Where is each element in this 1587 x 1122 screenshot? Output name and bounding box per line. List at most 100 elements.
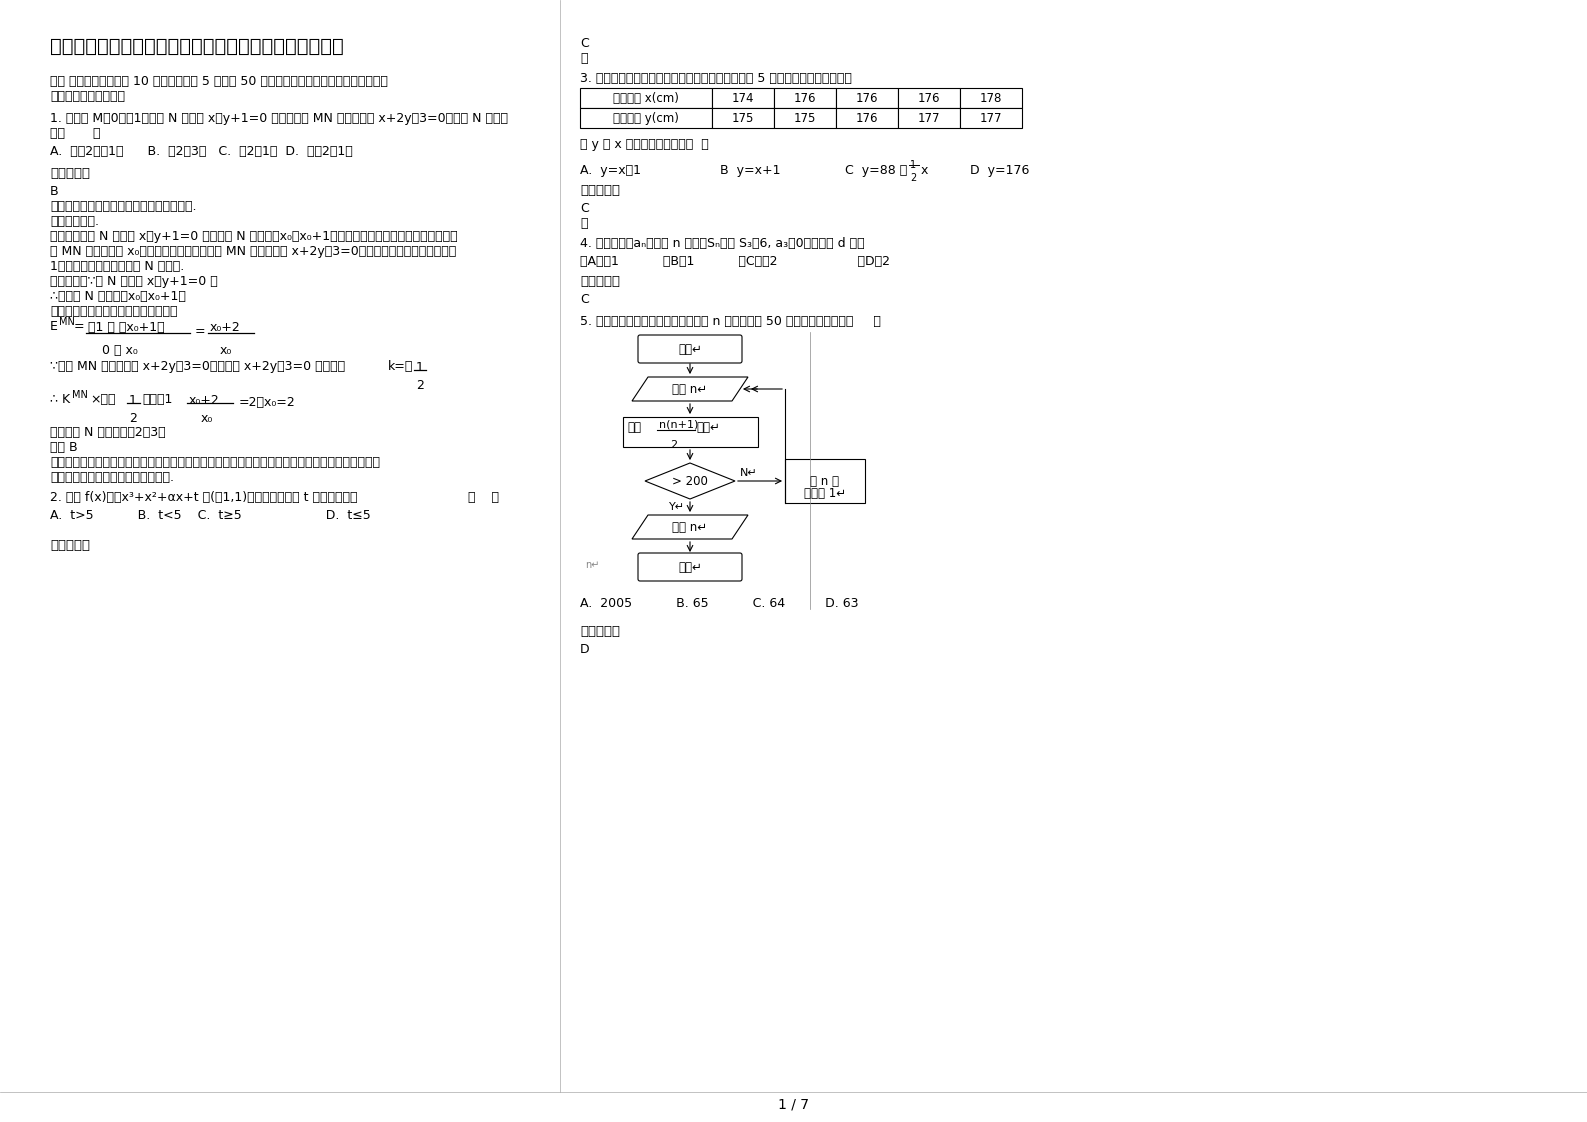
Text: Y↵: Y↵ [668, 502, 686, 512]
Text: 2: 2 [129, 412, 136, 425]
Text: 一、 选择题：本大题共 10 小题，每小题 5 分，共 50 分。在每小题给出的四个选项中，只有: 一、 选择题：本大题共 10 小题，每小题 5 分，共 50 分。在每小题给出的… [51, 75, 387, 88]
Text: > 200: > 200 [671, 475, 708, 487]
FancyBboxPatch shape [638, 335, 743, 364]
Text: E: E [51, 320, 57, 333]
Text: 参考答案：: 参考答案： [579, 625, 621, 638]
Text: 参考答案：: 参考答案： [579, 275, 621, 288]
Text: 略: 略 [579, 217, 587, 230]
Text: 儿子身高 y(cm): 儿子身高 y(cm) [613, 111, 679, 125]
Text: B: B [51, 185, 59, 197]
Text: x₀: x₀ [202, 412, 213, 425]
Bar [579, 108, 713, 128]
Text: 3. 为了解儿子身高与其父亲身高的关系，随机抽取 5 对父子的身高数据如下：: 3. 为了解儿子身高与其父亲身高的关系，随机抽取 5 对父子的身高数据如下： [579, 72, 852, 85]
Text: 输出 n↵: 输出 n↵ [673, 521, 708, 533]
Text: 2. 函数 f(x)＝－x³+x²+αx+t 在(－1,1)上是增函数，则 t 的取值范围是: 2. 函数 f(x)＝－x³+x²+αx+t 在(－1,1)上是增函数，则 t … [51, 491, 357, 504]
Text: C: C [579, 202, 589, 215]
Text: ∵直线 MN 垂直于直线 x+2y－3=0，而直线 x+2y－3=0 的斜率为: ∵直线 MN 垂直于直线 x+2y－3=0，而直线 x+2y－3=0 的斜率为 [51, 360, 344, 373]
Text: 1，建立等式并解之可得点 N 的坐标.: 1，建立等式并解之可得点 N 的坐标. [51, 260, 184, 273]
Text: A.  t>5           B.  t<5    C.  t≥5                     D.  t≤5: A. t>5 B. t<5 C. t≥5 D. t≤5 [51, 509, 371, 522]
Text: x₀: x₀ [221, 344, 232, 357]
Text: =: = [195, 325, 206, 339]
Text: D: D [579, 643, 590, 656]
Text: ∴ K: ∴ K [51, 393, 70, 406]
Text: 1 / 7: 1 / 7 [778, 1097, 808, 1111]
Text: 结束↵: 结束↵ [678, 561, 701, 573]
Text: 值增加 1↵: 值增加 1↵ [805, 487, 846, 500]
Text: ×（－: ×（－ [90, 393, 116, 406]
Text: 4. 等差数列｛aₙ｝的前 n 项和为Sₙ，且 S₃＝6, a₃＝0，则公差 d 等于: 4. 等差数列｛aₙ｝的前 n 项和为Sₙ，且 S₃＝6, a₃＝0，则公差 d… [579, 237, 865, 250]
Text: A.  （－2，－1）      B.  （2，3）   C.  （2，1）  D.  （－2，1）: A. （－2，－1） B. （2，3） C. （2，1） D. （－2，1） [51, 145, 352, 158]
Text: －1 － （x₀+1）: －1 － （x₀+1） [87, 321, 165, 334]
Polygon shape [632, 377, 747, 401]
Text: （A）－1           （B）1           （C）－2                    （D）2: （A）－1 （B）1 （C）－2 （D）2 [579, 255, 890, 268]
Text: 174: 174 [732, 92, 754, 104]
Text: 1: 1 [129, 394, 136, 407]
Text: 176: 176 [917, 92, 940, 104]
Bar [960, 88, 1022, 108]
Text: 参考答案：: 参考答案： [51, 539, 90, 552]
Text: 则 y 对 x 的线性回归方程为（  ）: 则 y 对 x 的线性回归方程为（ ） [579, 138, 709, 151]
Bar [774, 108, 836, 128]
Text: MN: MN [59, 318, 75, 327]
Text: n↵: n↵ [586, 560, 600, 570]
Text: B  y=x+1: B y=x+1 [720, 164, 781, 177]
Bar [898, 88, 960, 108]
Text: D  y=176: D y=176 [970, 164, 1030, 177]
Bar [713, 108, 774, 128]
Text: N↵: N↵ [740, 468, 757, 478]
Text: 使 n 的: 使 n 的 [811, 475, 840, 488]
Text: 因此，点 N 的坐标是（2，3）: 因此，点 N 的坐标是（2，3） [51, 426, 165, 439]
Bar [836, 108, 898, 128]
Text: 176: 176 [855, 92, 878, 104]
Bar [960, 108, 1022, 128]
Text: 广东省清远市盛兴中英文学校高二数学文联考试题含解析: 广东省清远市盛兴中英文学校高二数学文联考试题含解析 [51, 37, 344, 56]
Text: 2: 2 [416, 379, 424, 392]
Text: 开始↵: 开始↵ [678, 342, 701, 356]
Text: 直的斜率关系等知识点，属于基础题.: 直的斜率关系等知识点，属于基础题. [51, 471, 175, 484]
Text: =2？x₀=2: =2？x₀=2 [240, 395, 295, 408]
Text: C  y=88 ＋: C y=88 ＋ [844, 164, 908, 177]
Bar [836, 88, 898, 108]
Text: 175: 175 [732, 111, 754, 125]
Text: ∴可设点 N 坐标为（x₀，x₀+1）: ∴可设点 N 坐标为（x₀，x₀+1） [51, 289, 186, 303]
Text: k=－: k=－ [387, 360, 413, 373]
Text: 分析：根据点 N 在直线 x－y+1=0 上，设点 N 坐标为（x₀，x₀+1），利用经过两点的斜率公式，得到直: 分析：根据点 N 在直线 x－y+1=0 上，设点 N 坐标为（x₀，x₀+1）… [51, 230, 457, 243]
Text: 0 － x₀: 0 － x₀ [102, 344, 138, 357]
Text: ）＝－1: ）＝－1 [141, 393, 173, 406]
Text: 输入 n↵: 输入 n↵ [673, 383, 708, 395]
Bar [622, 417, 757, 447]
Text: 175: 175 [794, 111, 816, 125]
Polygon shape [644, 463, 735, 499]
Text: C: C [579, 37, 589, 50]
Bar [774, 88, 836, 108]
Text: 考点：两条直线垂直与倾斜角、斜率的关系.: 考点：两条直线垂直与倾斜角、斜率的关系. [51, 200, 197, 213]
Text: 1: 1 [909, 160, 916, 171]
Bar [898, 108, 960, 128]
Text: 略: 略 [579, 52, 587, 65]
Text: 5. 按右下图所表示的算法，若输入的 n 是一个小于 50 的数，则输出的是（     ）: 5. 按右下图所表示的算法，若输入的 n 是一个小于 50 的数，则输出的是（ … [579, 315, 881, 328]
Bar [713, 88, 774, 108]
Text: 点评：本题借助于直线与垂直，求点的坐标为例，着重考查了直线的方程、直线斜率的求法和直线垂: 点评：本题借助于直线与垂直，求点的坐标为例，着重考查了直线的方程、直线斜率的求法… [51, 456, 379, 469]
Text: A.  2005           B. 65           C. 64          D. 63: A. 2005 B. 65 C. 64 D. 63 [579, 597, 859, 610]
Text: x: x [920, 164, 928, 177]
Text: MN: MN [71, 390, 87, 401]
Text: A.  y=x－1: A. y=x－1 [579, 164, 641, 177]
Text: 177: 177 [917, 111, 940, 125]
Text: x₀+2: x₀+2 [209, 321, 241, 334]
Text: 是一个符合题目要求的: 是一个符合题目要求的 [51, 90, 125, 103]
Text: 176: 176 [855, 111, 878, 125]
Text: 178: 178 [979, 92, 1001, 104]
Text: 故选 B: 故选 B [51, 441, 78, 454]
Bar [579, 88, 713, 108]
Polygon shape [632, 515, 747, 539]
Text: 专题：计算题.: 专题：计算题. [51, 215, 98, 228]
Text: 1. 已知点 M（0，－1），点 N 在直线 x－y+1=0 上，若直线 MN 垂直于直线 x+2y－3=0，则点 N 的坐标: 1. 已知点 M（0，－1），点 N 在直线 x－y+1=0 上，若直线 MN … [51, 112, 508, 125]
Text: 177: 177 [979, 111, 1003, 125]
Text: 是（       ）: 是（ ） [51, 127, 100, 140]
Text: 参考答案：: 参考答案： [579, 184, 621, 197]
Text: =: = [75, 320, 84, 333]
Text: 2: 2 [909, 173, 916, 183]
Text: 线 MN 的斜率关于 x₀的表达式，最后根据直线 MN 垂直于直线 x+2y－3=0，得到两直线斜率乘积等于－: 线 MN 的斜率关于 x₀的表达式，最后根据直线 MN 垂直于直线 x+2y－3… [51, 245, 455, 258]
FancyBboxPatch shape [638, 553, 743, 581]
Text: 父亲身高 x(cm): 父亲身高 x(cm) [613, 92, 679, 104]
